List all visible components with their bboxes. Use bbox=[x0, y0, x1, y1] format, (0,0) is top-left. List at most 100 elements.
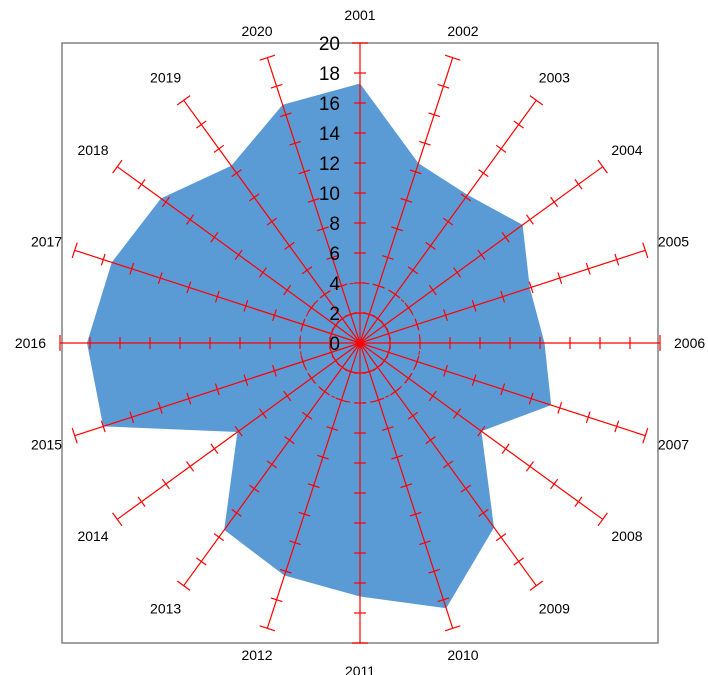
axis-tick bbox=[231, 169, 242, 178]
axis-tick bbox=[186, 392, 192, 405]
axis-tick bbox=[500, 290, 506, 303]
axis-tick bbox=[453, 408, 462, 419]
axis-tick bbox=[501, 231, 510, 243]
category-label-2004: 2004 bbox=[611, 142, 642, 158]
axis-tick bbox=[642, 242, 649, 259]
axis-tick bbox=[513, 120, 524, 129]
axis-tick bbox=[196, 557, 207, 566]
axis-tick bbox=[477, 249, 486, 261]
axis-tick bbox=[529, 95, 544, 106]
axis-tick bbox=[234, 249, 243, 261]
axis-tick bbox=[495, 144, 507, 153]
category-label-2014: 2014 bbox=[77, 528, 108, 544]
axis-tick bbox=[614, 420, 620, 433]
category-label-2011: 2011 bbox=[345, 663, 375, 675]
axis-tick bbox=[289, 540, 301, 546]
axis-tick bbox=[478, 169, 489, 178]
r-tick-label: 6 bbox=[329, 244, 340, 265]
axis-tick bbox=[129, 262, 135, 275]
r-tick-label: 0 bbox=[329, 334, 340, 355]
axis-tick bbox=[196, 120, 207, 129]
axis-tick bbox=[500, 383, 506, 396]
axis-tick bbox=[525, 461, 534, 472]
axis-tick bbox=[400, 197, 413, 203]
axis-tick bbox=[597, 159, 608, 174]
axis-tick bbox=[460, 193, 472, 202]
axis-tick bbox=[550, 478, 559, 490]
axis-tick bbox=[597, 512, 608, 527]
axis-tick bbox=[381, 426, 394, 431]
axis-tick bbox=[557, 402, 563, 414]
axis-tick bbox=[443, 364, 448, 377]
category-label-2020: 2020 bbox=[241, 23, 272, 39]
axis-tick bbox=[443, 309, 448, 322]
axis-tick bbox=[301, 266, 313, 275]
category-label-2013: 2013 bbox=[150, 600, 181, 616]
category-label-2016: 2016 bbox=[15, 335, 46, 351]
r-tick-label: 8 bbox=[329, 214, 340, 235]
axis-tick bbox=[557, 272, 563, 284]
axis-tick bbox=[161, 196, 170, 208]
r-tick-label: 16 bbox=[319, 94, 340, 115]
axis-tick bbox=[585, 262, 591, 275]
axis-tick bbox=[137, 179, 146, 190]
category-label-2007: 2007 bbox=[658, 436, 689, 452]
axis-tick bbox=[234, 425, 243, 437]
axis-tick bbox=[266, 460, 278, 469]
r-tick-label: 20 bbox=[319, 34, 340, 55]
axis-tick bbox=[283, 390, 292, 402]
axis-tick bbox=[391, 454, 403, 460]
axis-tick bbox=[157, 402, 163, 414]
radial-axes-layer bbox=[59, 42, 661, 644]
axis-tick bbox=[266, 217, 278, 226]
axis-tick bbox=[428, 112, 441, 118]
axis-tick bbox=[283, 284, 292, 296]
axis-tick bbox=[298, 169, 311, 175]
axis-tick bbox=[409, 511, 422, 517]
category-label-2001: 2001 bbox=[344, 7, 375, 23]
category-label-2005: 2005 bbox=[658, 234, 689, 250]
axis-tick bbox=[258, 267, 267, 278]
axis-tick bbox=[248, 193, 260, 202]
axis-tick bbox=[279, 568, 292, 574]
axis-tick bbox=[272, 364, 277, 377]
category-label-2015: 2015 bbox=[31, 436, 62, 452]
axis-tick bbox=[326, 255, 339, 260]
axis-tick bbox=[460, 484, 472, 493]
axis-tick bbox=[442, 217, 454, 226]
axis-tick bbox=[279, 112, 292, 118]
axis-tick bbox=[442, 460, 454, 469]
axis-tick bbox=[210, 443, 219, 455]
axis-tick bbox=[317, 454, 329, 460]
category-label-2012: 2012 bbox=[241, 647, 272, 663]
axis-tick bbox=[550, 196, 559, 208]
axis-tick bbox=[419, 140, 431, 146]
axis-tick bbox=[213, 533, 225, 542]
axis-tick bbox=[186, 214, 195, 225]
axis-tick bbox=[513, 557, 524, 566]
axis-tick bbox=[307, 483, 320, 489]
axis-tick bbox=[137, 496, 146, 507]
axis-tick bbox=[284, 241, 295, 250]
r-tick-label: 18 bbox=[319, 64, 340, 85]
r-tick-label: 4 bbox=[329, 274, 340, 295]
axis-tick bbox=[272, 309, 277, 322]
axis-tick bbox=[259, 54, 276, 61]
axis-tick bbox=[100, 420, 106, 433]
axis-tick bbox=[444, 625, 461, 632]
axis-tick bbox=[478, 508, 489, 517]
axis-tick bbox=[129, 411, 135, 424]
axis-tick bbox=[176, 95, 191, 106]
r-tick-label: 10 bbox=[319, 184, 340, 205]
axis-tick bbox=[428, 284, 437, 296]
r-tick-label: 12 bbox=[319, 154, 340, 175]
axis-tick bbox=[243, 300, 249, 312]
category-label-2018: 2018 bbox=[77, 142, 108, 158]
axis-tick bbox=[231, 508, 242, 517]
axis-tick bbox=[525, 214, 534, 225]
axis-tick bbox=[381, 255, 394, 260]
axis-tick bbox=[248, 484, 260, 493]
category-label-2008: 2008 bbox=[611, 528, 642, 544]
axis-tick bbox=[284, 436, 295, 445]
